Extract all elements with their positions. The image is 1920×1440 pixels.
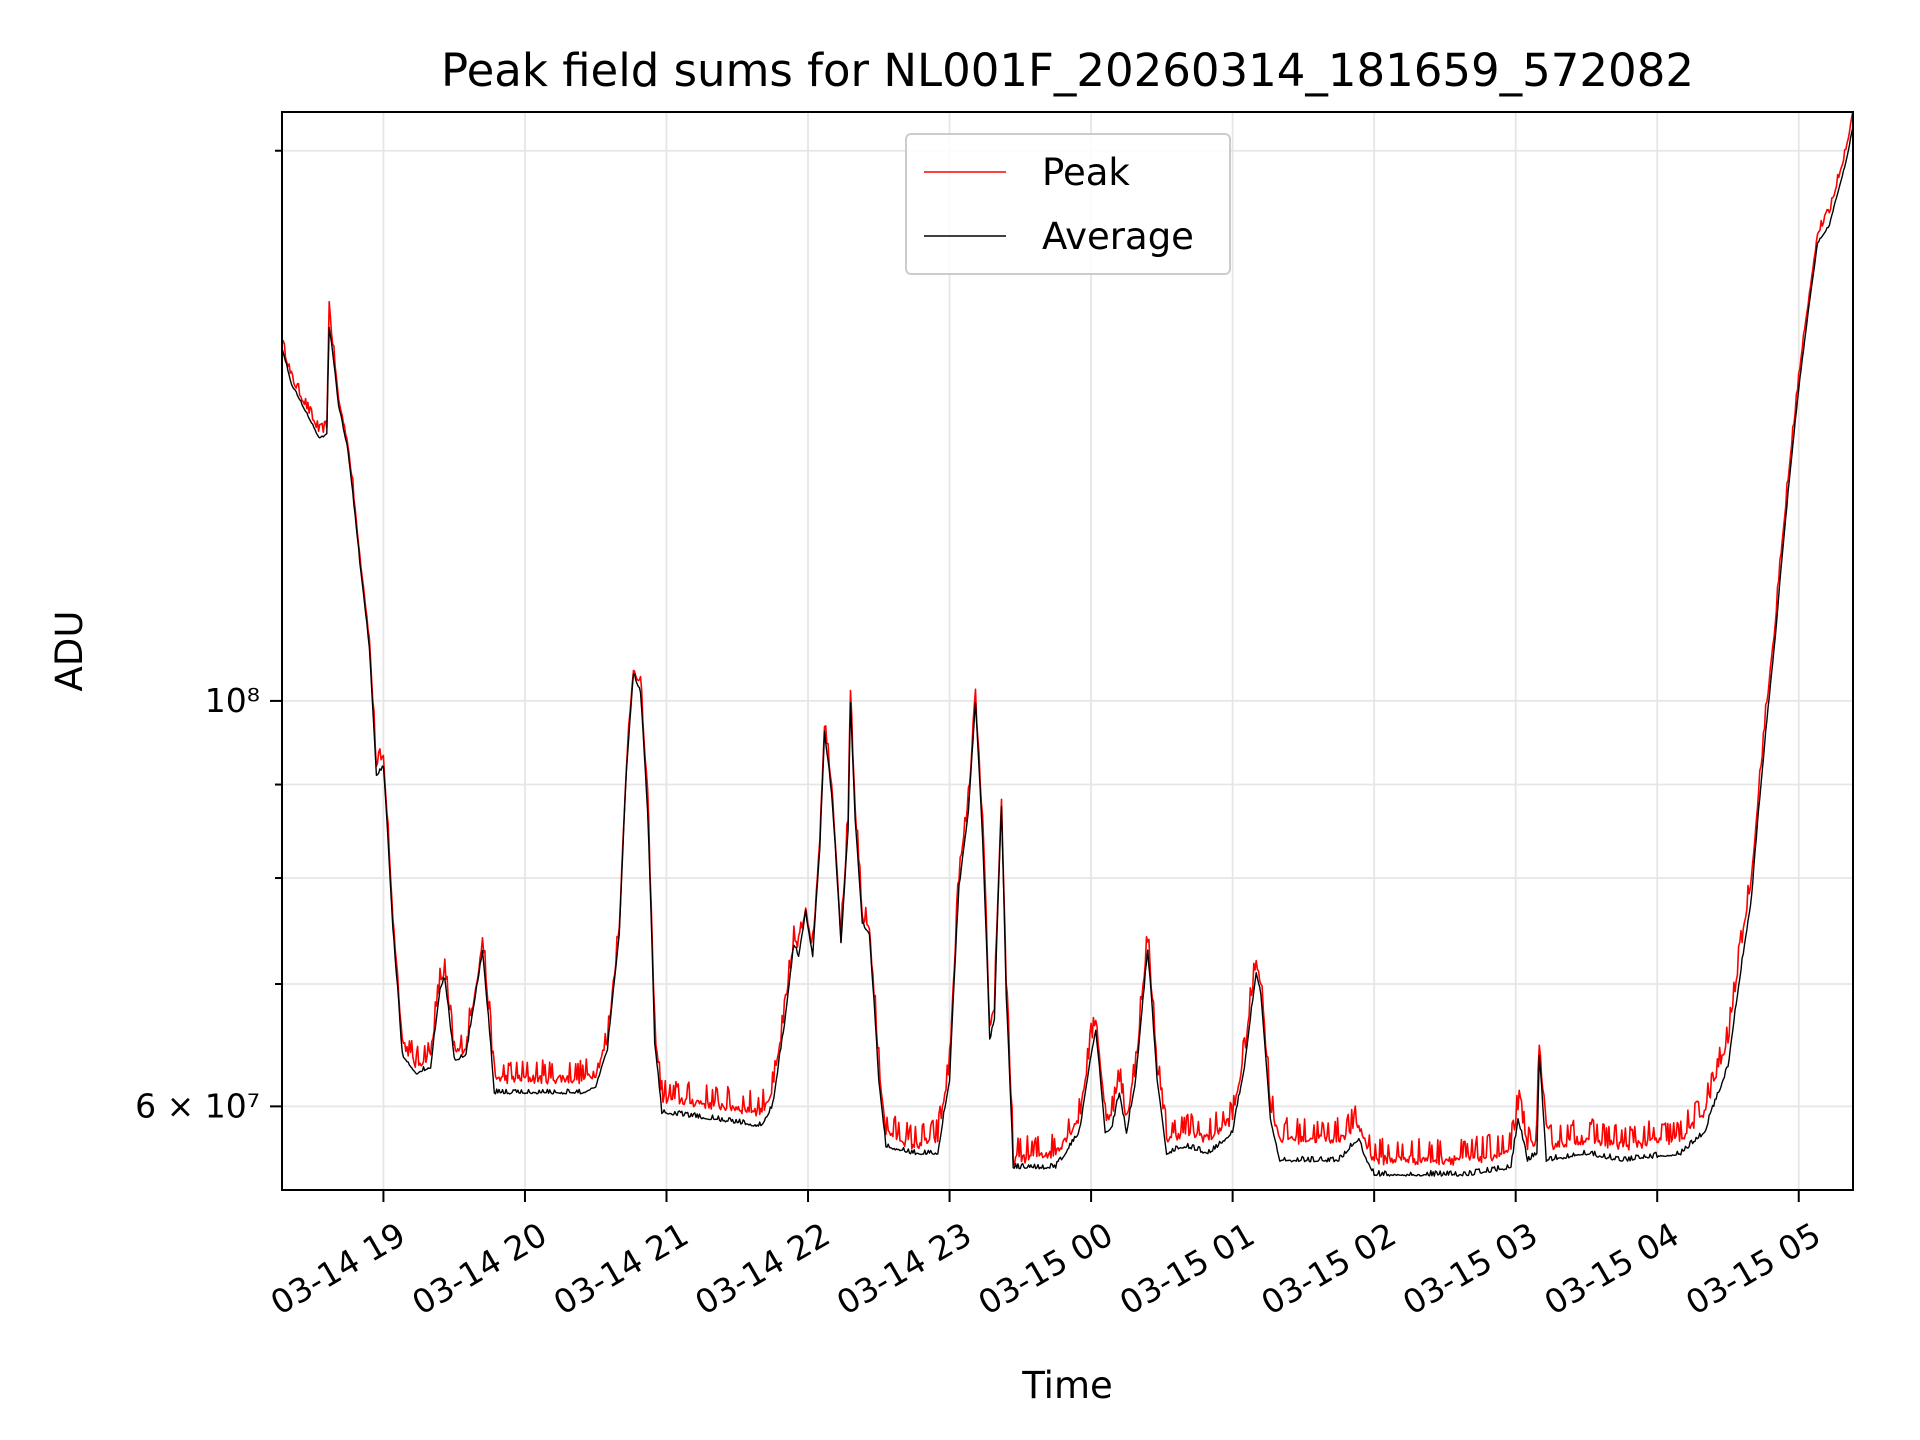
- legend-box: [905, 133, 1231, 275]
- series-line-peak: [282, 112, 1853, 1166]
- y-tick-label: 10⁸: [205, 681, 260, 720]
- y-tick-label: 6 × 10⁷: [135, 1086, 260, 1125]
- y-axis: 6 × 10⁷ 10⁸: [135, 149, 282, 1125]
- plot-frame: [281, 111, 1854, 1191]
- y-axis-label: ADU: [48, 611, 91, 692]
- grid: [282, 112, 1853, 1190]
- chart-title: Peak field sums for NL001F_20260314_1816…: [441, 44, 1694, 97]
- legend: Peak Average: [905, 133, 1231, 275]
- legend-label-average: Average: [1042, 215, 1194, 258]
- legend-label-peak: Peak: [1042, 151, 1130, 194]
- series-layer: [282, 112, 1853, 1177]
- series-line-average: [282, 126, 1853, 1177]
- x-axis-label: Time: [1021, 1364, 1113, 1407]
